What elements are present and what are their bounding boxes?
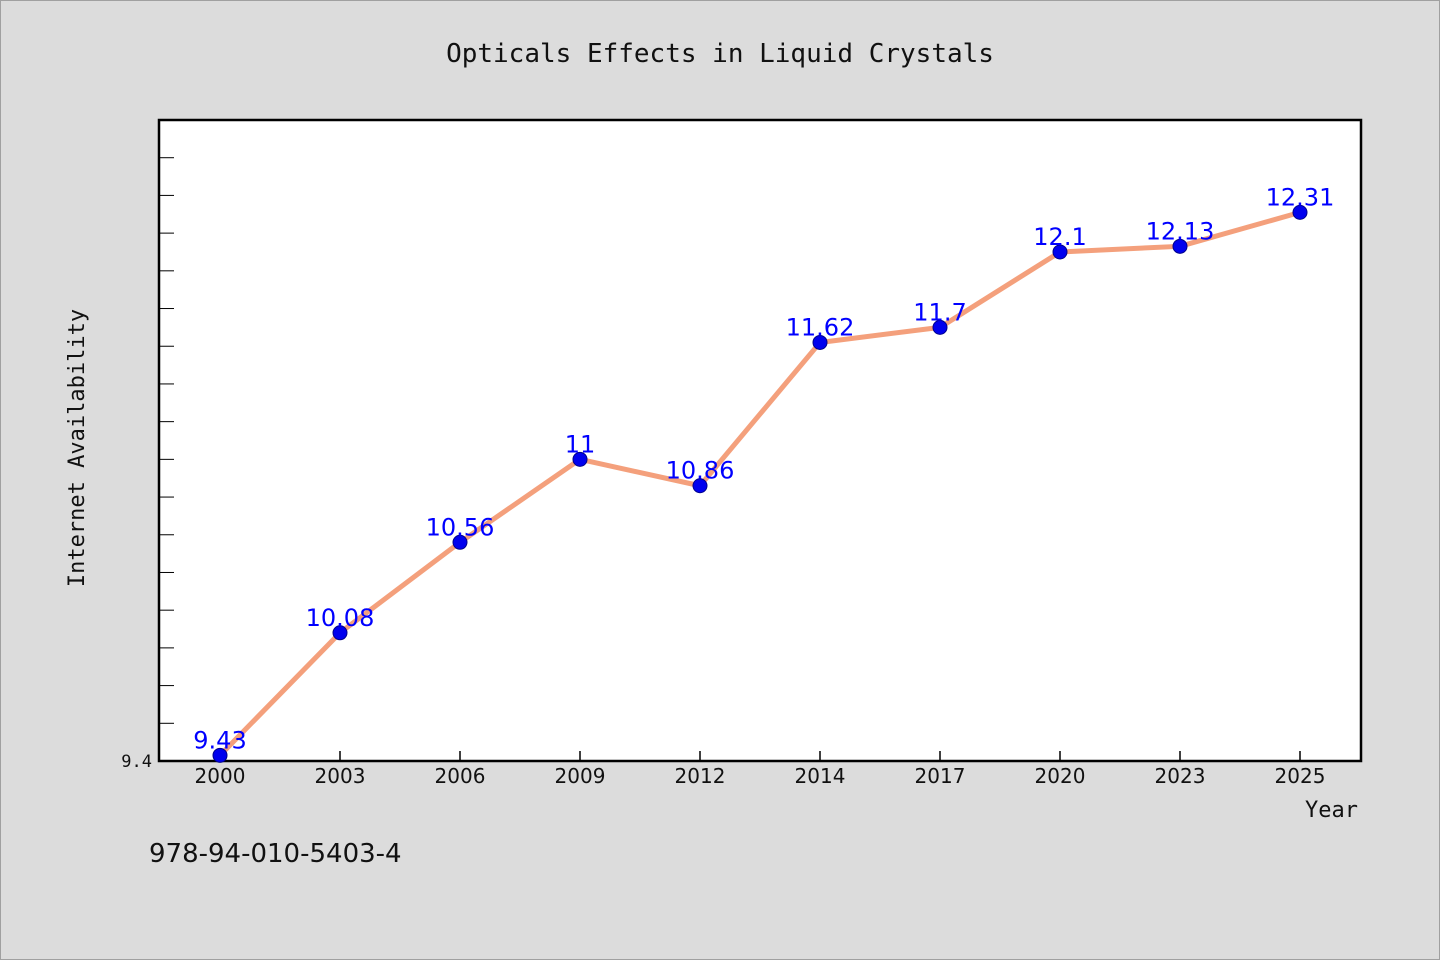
data-label: 11.62 — [786, 313, 855, 341]
data-label: 9.43 — [193, 726, 246, 754]
x-axis-tick-labels: 2000 2003 2006 2009 2012 2014 2017 2020 2023 2025 — [195, 764, 1326, 788]
x-axis-ticks — [219, 751, 1301, 761]
data-labels: 9.43 10.08 10.56 11 10.86 11.62 11.7 12.1 12.13 1… — [193, 183, 1334, 754]
data-point — [452, 534, 468, 550]
y-tick-label: 9.4 — [121, 752, 152, 772]
data-label: 10.08 — [306, 604, 375, 632]
x-tick-label: 2012 — [675, 764, 726, 788]
data-point — [572, 451, 588, 467]
x-tick-label: 2023 — [1155, 764, 1206, 788]
chart-title: Opticals Effects in Liquid Crystals — [446, 39, 994, 69]
data-point — [1052, 244, 1068, 260]
data-label: 12.13 — [1146, 217, 1215, 245]
data-label: 11.7 — [913, 298, 966, 326]
x-tick-label: 2000 — [195, 764, 246, 788]
data-point — [812, 334, 828, 350]
x-tick-label: 2014 — [795, 764, 846, 788]
data-point — [332, 625, 348, 641]
x-tick-label: 2006 — [435, 764, 486, 788]
data-point — [212, 747, 228, 763]
y-axis-minor-ticks — [159, 157, 174, 724]
data-point — [692, 478, 708, 494]
data-label: 12.31 — [1266, 183, 1335, 211]
x-axis-label: Year — [1305, 798, 1358, 823]
data-label: 10.56 — [426, 513, 495, 541]
data-point — [1292, 204, 1308, 220]
x-tick-label: 2025 — [1275, 764, 1326, 788]
plot-area — [157, 118, 1363, 763]
data-label: 10.86 — [666, 457, 735, 485]
isbn-text: 978-94-010-5403-4 — [149, 839, 402, 869]
data-label: 12.1 — [1033, 223, 1086, 251]
data-markers — [212, 204, 1308, 763]
data-label: 11 — [565, 430, 596, 458]
data-point — [1172, 238, 1188, 254]
series-line — [217, 209, 1303, 758]
x-tick-label: 2009 — [555, 764, 606, 788]
y-axis-label: Internet Availability — [65, 309, 90, 587]
x-tick-label: 2003 — [315, 764, 366, 788]
x-tick-label: 2020 — [1035, 764, 1086, 788]
data-point — [932, 319, 948, 335]
x-tick-label: 2017 — [915, 764, 966, 788]
